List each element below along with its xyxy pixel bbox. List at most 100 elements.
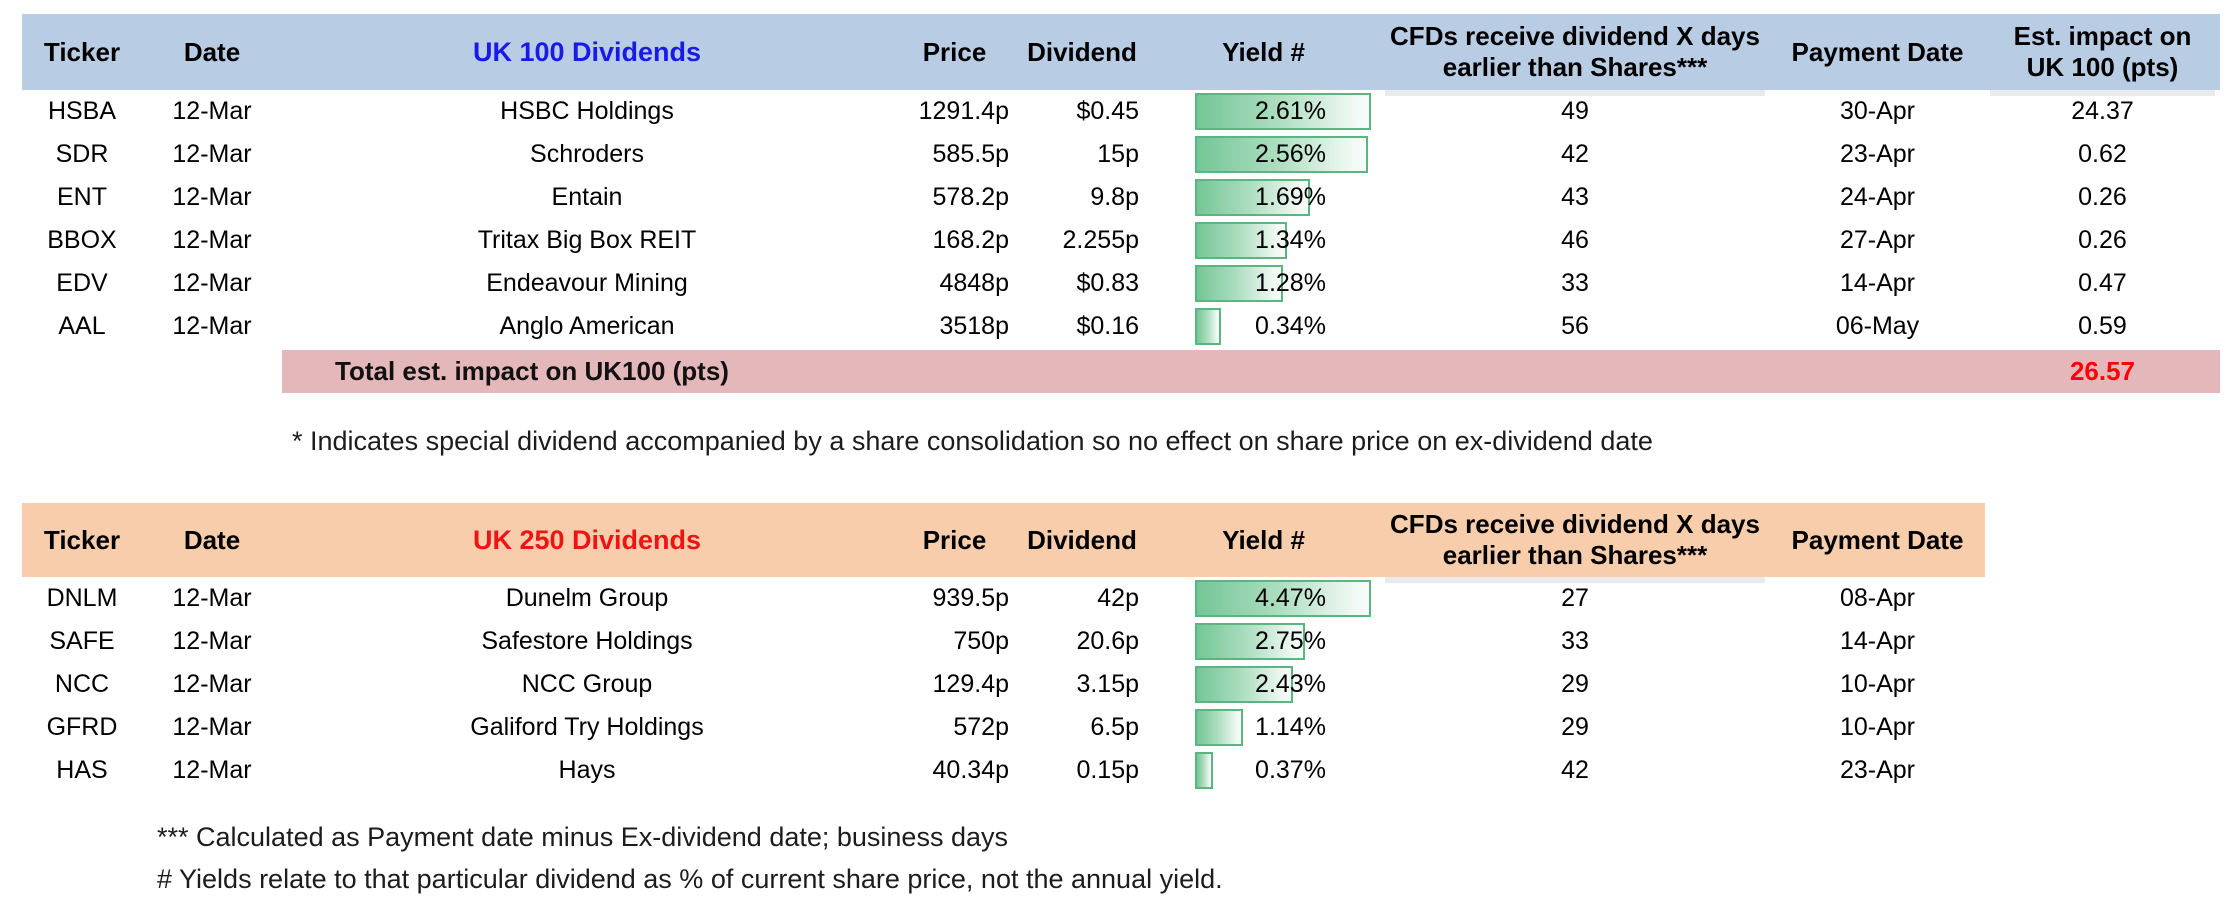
- cell-ticker: NCC: [54, 670, 110, 698]
- cell-est-impact: 24.37: [2071, 97, 2134, 125]
- cell-company-name: Hays: [558, 756, 616, 784]
- cell-price: 3518p: [939, 312, 1009, 340]
- yield-value: 4.47%: [1255, 584, 1326, 612]
- cell-est-impact: 0.62: [2078, 140, 2127, 168]
- table-row: DNLM 12-Mar Dunelm Group 939.5p 42p 4.47% 27 08…: [22, 577, 1985, 620]
- cell-est-impact: 0.59: [2078, 312, 2127, 340]
- yield-value: 2.43%: [1255, 670, 1326, 698]
- header-cfds-line1: CFDs receive dividend X days: [1390, 21, 1760, 51]
- cell-yield: 2.61%: [1147, 90, 1380, 133]
- cell-dividend: 9.8p: [1090, 183, 1139, 211]
- header-yield: Yield #: [1222, 524, 1305, 555]
- yield-value: 0.34%: [1255, 312, 1326, 340]
- cell-yield: 1.69%: [1147, 176, 1380, 219]
- cell-ticker: DNLM: [46, 584, 118, 612]
- yield-databar: [1195, 580, 1371, 617]
- cell-dividend: $0.83: [1076, 269, 1139, 297]
- total-row-band: Total est. impact on UK100 (pts) 26.57: [282, 350, 2220, 393]
- yield-databar: [1195, 666, 1293, 703]
- cell-yield: 2.43%: [1147, 663, 1380, 706]
- total-impact-label: Total est. impact on UK100 (pts): [335, 356, 729, 386]
- header-payment-date: Payment Date: [1791, 36, 1964, 67]
- yield-value: 2.75%: [1255, 627, 1326, 655]
- header-dividend: Dividend: [1027, 524, 1137, 555]
- header-dividend: Dividend: [1027, 36, 1137, 67]
- cell-dividend: 15p: [1097, 140, 1139, 168]
- header-cfds-line2: earlier than Shares***: [1442, 52, 1708, 82]
- cell-price: 750p: [953, 627, 1009, 655]
- cell-company-name: Anglo American: [499, 312, 675, 340]
- cell-price: 168.2p: [932, 226, 1009, 254]
- cell-ex-dividend-date: 12-Mar: [172, 269, 252, 297]
- cell-cfds-days: 33: [1561, 269, 1589, 297]
- header-est-impact: Est. impact on UK 100 (pts): [1985, 14, 2220, 96]
- yield-value: 1.69%: [1255, 183, 1326, 211]
- cell-dividend: $0.45: [1076, 97, 1139, 125]
- cell-price: 40.34p: [932, 756, 1009, 784]
- cell-ex-dividend-date: 12-Mar: [172, 584, 252, 612]
- cell-dividend: 3.15p: [1076, 670, 1139, 698]
- yield-databar: [1195, 709, 1243, 746]
- cell-est-impact: 0.26: [2078, 183, 2127, 211]
- cell-ex-dividend-date: 12-Mar: [172, 627, 252, 655]
- cell-yield: 4.47%: [1147, 577, 1380, 620]
- cell-price: 4848p: [939, 269, 1009, 297]
- cell-dividend: $0.16: [1076, 312, 1139, 340]
- uk250-header-row: Ticker Date UK 250 Dividends Price Divid…: [22, 503, 1985, 583]
- cell-payment-date: 10-Apr: [1839, 713, 1916, 741]
- table-row: NCC 12-Mar NCC Group 129.4p 3.15p 2.43% 29 10-A…: [22, 663, 1985, 706]
- cell-company-name: Dunelm Group: [505, 584, 669, 612]
- cell-yield: 1.34%: [1147, 219, 1380, 262]
- cell-dividend: 42p: [1097, 584, 1139, 612]
- header-date: Date: [183, 36, 241, 67]
- table-row: SAFE 12-Mar Safestore Holdings 750p 20.6p 2.7…: [22, 620, 1985, 663]
- cell-cfds-days: 56: [1561, 312, 1589, 340]
- cell-payment-date: 14-Apr: [1839, 627, 1916, 655]
- header-cfds-line1: CFDs receive dividend X days: [1390, 509, 1760, 539]
- cell-yield: 1.28%: [1147, 262, 1380, 305]
- cell-yield: 2.56%: [1147, 133, 1380, 176]
- cell-payment-date: 06-May: [1835, 312, 1920, 340]
- cell-cfds-days: 49: [1561, 97, 1589, 125]
- uk250-rows: DNLM 12-Mar Dunelm Group 939.5p 42p 4.47% 27 08…: [22, 577, 1985, 792]
- cell-ticker: HAS: [56, 756, 108, 784]
- header-cfds-days: CFDs receive dividend X days earlier tha…: [1380, 14, 1770, 96]
- table-row: ENT 12-Mar Entain 578.2p 9.8p 1.69% 43 24-Apr 0.…: [22, 176, 2220, 219]
- cell-ticker: SAFE: [49, 627, 115, 655]
- cell-price: 1291.4p: [918, 97, 1009, 125]
- cell-cfds-days: 29: [1561, 670, 1589, 698]
- cell-ticker: EDV: [56, 269, 108, 297]
- table-row: EDV 12-Mar Endeavour Mining 4848p $0.83 1.28%…: [22, 262, 2220, 305]
- cell-ticker: ENT: [57, 183, 107, 211]
- yield-databar: [1195, 623, 1305, 660]
- cell-dividend: 0.15p: [1076, 756, 1139, 784]
- cell-price: 578.2p: [932, 183, 1009, 211]
- yield-databar: [1195, 308, 1221, 345]
- yield-databar: [1195, 93, 1371, 130]
- cell-ex-dividend-date: 12-Mar: [172, 183, 252, 211]
- table-row: SDR 12-Mar Schroders 585.5p 15p 2.56% 42 23-Apr…: [22, 133, 2220, 176]
- header-cfds-line2: earlier than Shares***: [1442, 540, 1708, 570]
- header-impact-line2: UK 100 (pts): [2026, 52, 2179, 82]
- yield-value: 2.61%: [1255, 97, 1326, 125]
- cell-ex-dividend-date: 12-Mar: [172, 756, 252, 784]
- header-yield: Yield #: [1222, 36, 1305, 67]
- cell-company-name: HSBC Holdings: [500, 97, 674, 125]
- cell-dividend: 20.6p: [1076, 627, 1139, 655]
- total-impact-value: 26.57: [2069, 356, 2136, 386]
- header-impact-line1: Est. impact on: [2013, 21, 2192, 51]
- yield-value: 1.28%: [1255, 269, 1326, 297]
- cell-cfds-days: 42: [1561, 756, 1589, 784]
- header-price: Price: [922, 36, 987, 67]
- table-row: HSBA 12-Mar HSBC Holdings 1291.4p $0.45 2.61%…: [22, 90, 2220, 133]
- cell-cfds-days: 27: [1561, 584, 1589, 612]
- cell-company-name: Safestore Holdings: [481, 627, 693, 655]
- cell-yield: 0.37%: [1147, 749, 1380, 792]
- table-row: HAS 12-Mar Hays 40.34p 0.15p 0.37% 42 23-Apr: [22, 749, 1985, 792]
- cell-company-name: NCC Group: [521, 670, 653, 698]
- cell-ticker: BBOX: [47, 226, 117, 254]
- cell-payment-date: 14-Apr: [1839, 269, 1916, 297]
- cell-est-impact: 0.47: [2078, 269, 2127, 297]
- yield-databar: [1195, 179, 1310, 216]
- header-ticker: Ticker: [43, 524, 121, 555]
